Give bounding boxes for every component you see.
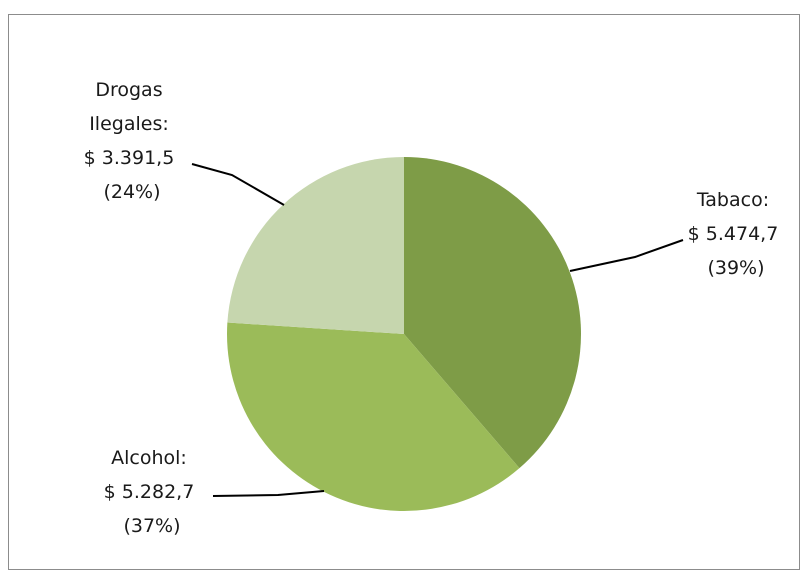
leader-line-drogas — [191, 163, 285, 206]
label-line: $ 5.474,7 — [688, 223, 779, 245]
label-line: (37%) — [123, 515, 180, 537]
leader-line-tabaco — [569, 239, 684, 272]
leader-line-alcohol — [212, 490, 325, 497]
pie-slices — [226, 157, 581, 511]
label-line: $ 5.282,7 — [104, 481, 195, 503]
label-line: (39%) — [707, 257, 764, 279]
data-label-alcohol: Alcohol: $ 5.282,7 (37%) — [104, 447, 201, 537]
label-line: Drogas — [95, 79, 162, 101]
label-line: Ilegales: — [89, 113, 169, 135]
pie-slice-alcohol — [226, 322, 520, 511]
label-line: Tabaco: — [696, 189, 769, 211]
label-line: Alcohol: — [111, 447, 187, 469]
data-label-tabaco: Tabaco: $ 5.474,7 (39%) — [688, 189, 785, 279]
pie-slice-tabaco — [404, 157, 581, 469]
data-labels: Tabaco: $ 5.474,7 (39%) Alcohol: $ 5.282… — [84, 79, 785, 537]
data-label-drogas-ilegales: Drogas Ilegales: $ 3.391,5 (24%) — [84, 79, 181, 203]
label-line: (24%) — [103, 181, 160, 203]
leader-lines — [191, 163, 684, 497]
pie-slice-drogas-ilegales — [227, 157, 404, 334]
label-line: $ 3.391,5 — [84, 147, 175, 169]
